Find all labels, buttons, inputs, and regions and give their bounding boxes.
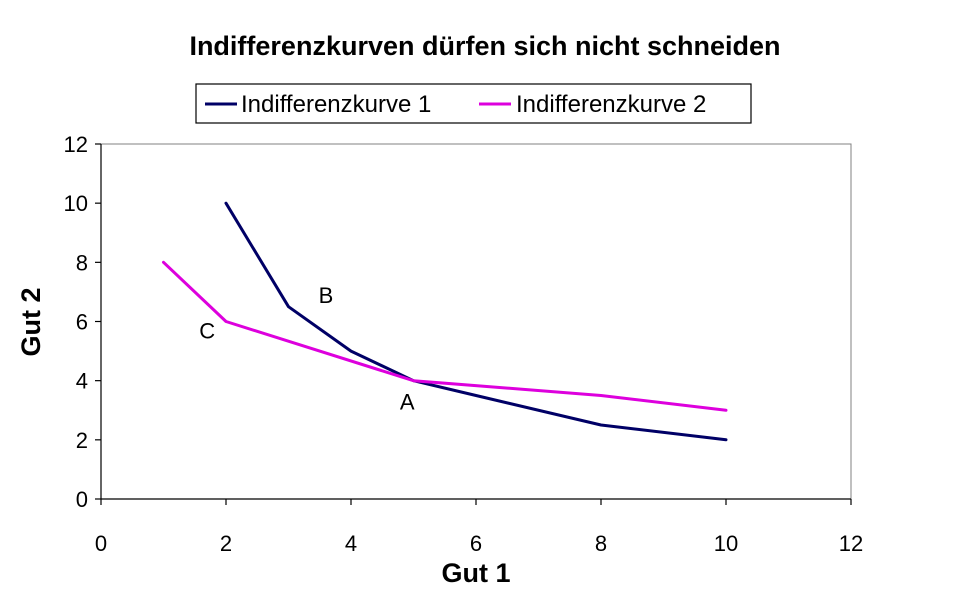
legend-label-2: Indifferenzkurve 2	[516, 91, 706, 118]
y-tick-label: 4	[76, 369, 88, 394]
series-line-2	[162, 260, 728, 412]
x-tick-label: 0	[95, 531, 107, 556]
legend: Indifferenzkurve 1 Indifferenzkurve 2	[195, 83, 752, 124]
x-tick-label: 10	[714, 531, 738, 556]
x-tick-label: 4	[345, 531, 357, 556]
y-tick-label: 8	[76, 250, 88, 275]
annotations: B C A	[199, 283, 415, 415]
series-group	[162, 201, 728, 442]
chart-title: Indifferenzkurven dürfen sich nicht schn…	[189, 31, 780, 61]
y-tick-label: 12	[64, 132, 88, 157]
annotation-c: C	[199, 318, 215, 343]
annotation-b: B	[319, 283, 334, 308]
series-line-1	[224, 201, 728, 442]
y-tick-label: 2	[76, 428, 88, 453]
y-axis-label: Gut 2	[16, 287, 46, 356]
y-tick-label: 0	[76, 487, 88, 512]
x-tick-label: 12	[839, 531, 863, 556]
y-tick-label: 10	[64, 191, 88, 216]
x-axis: 0 2 4 6 8 10 12	[95, 498, 863, 556]
y-axis: 0 2 4 6 8 10 12	[64, 132, 102, 512]
x-tick-label: 2	[220, 531, 232, 556]
y-tick-label: 6	[76, 310, 88, 335]
x-tick-label: 6	[470, 531, 482, 556]
x-tick-label: 8	[595, 531, 607, 556]
legend-label-1: Indifferenzkurve 1	[241, 91, 431, 118]
annotation-a: A	[400, 389, 415, 414]
x-axis-label: Gut 1	[441, 558, 510, 588]
legend-box	[195, 83, 752, 124]
